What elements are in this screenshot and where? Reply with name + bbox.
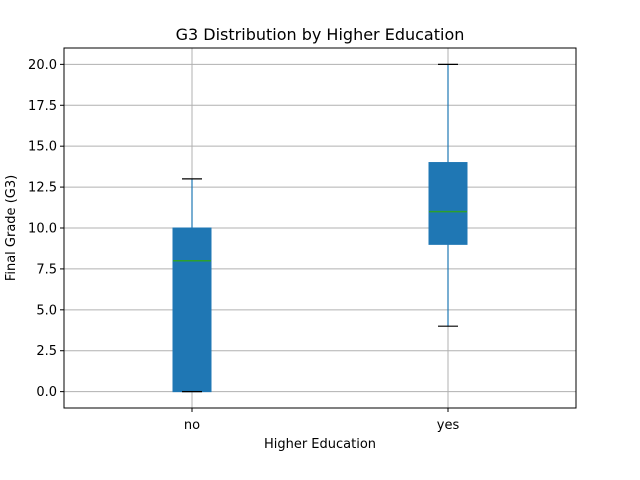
- y-tick-label: 5.0: [36, 303, 57, 318]
- x-tick-label: yes: [437, 418, 460, 433]
- y-axis-ticks: 0.0 2.5 5.0 7.5 10.0 12.5 15.0 17.5 20.0: [28, 58, 64, 400]
- x-tick-label: no: [184, 418, 200, 433]
- box-no: [172, 178, 212, 393]
- y-tick-label: 20.0: [28, 58, 57, 73]
- iqr-box: [172, 227, 212, 393]
- iqr-box: [428, 162, 468, 245]
- box-group: [172, 63, 468, 393]
- y-tick-label: 2.5: [36, 344, 57, 359]
- y-tick-label: 7.5: [36, 262, 57, 277]
- box-yes: [428, 63, 468, 327]
- grid-lines: [64, 48, 576, 408]
- x-axis-label: Higher Education: [264, 437, 376, 452]
- chart-title: G3 Distribution by Higher Education: [176, 25, 465, 44]
- y-tick-label: 17.5: [28, 99, 57, 114]
- y-tick-label: 10.0: [28, 222, 57, 237]
- y-tick-label: 15.0: [28, 140, 57, 155]
- x-axis-ticks: no yes: [184, 408, 460, 433]
- y-tick-label: 0.0: [36, 385, 57, 400]
- y-axis-label: Final Grade (G3): [4, 175, 19, 281]
- y-tick-label: 12.5: [28, 181, 57, 196]
